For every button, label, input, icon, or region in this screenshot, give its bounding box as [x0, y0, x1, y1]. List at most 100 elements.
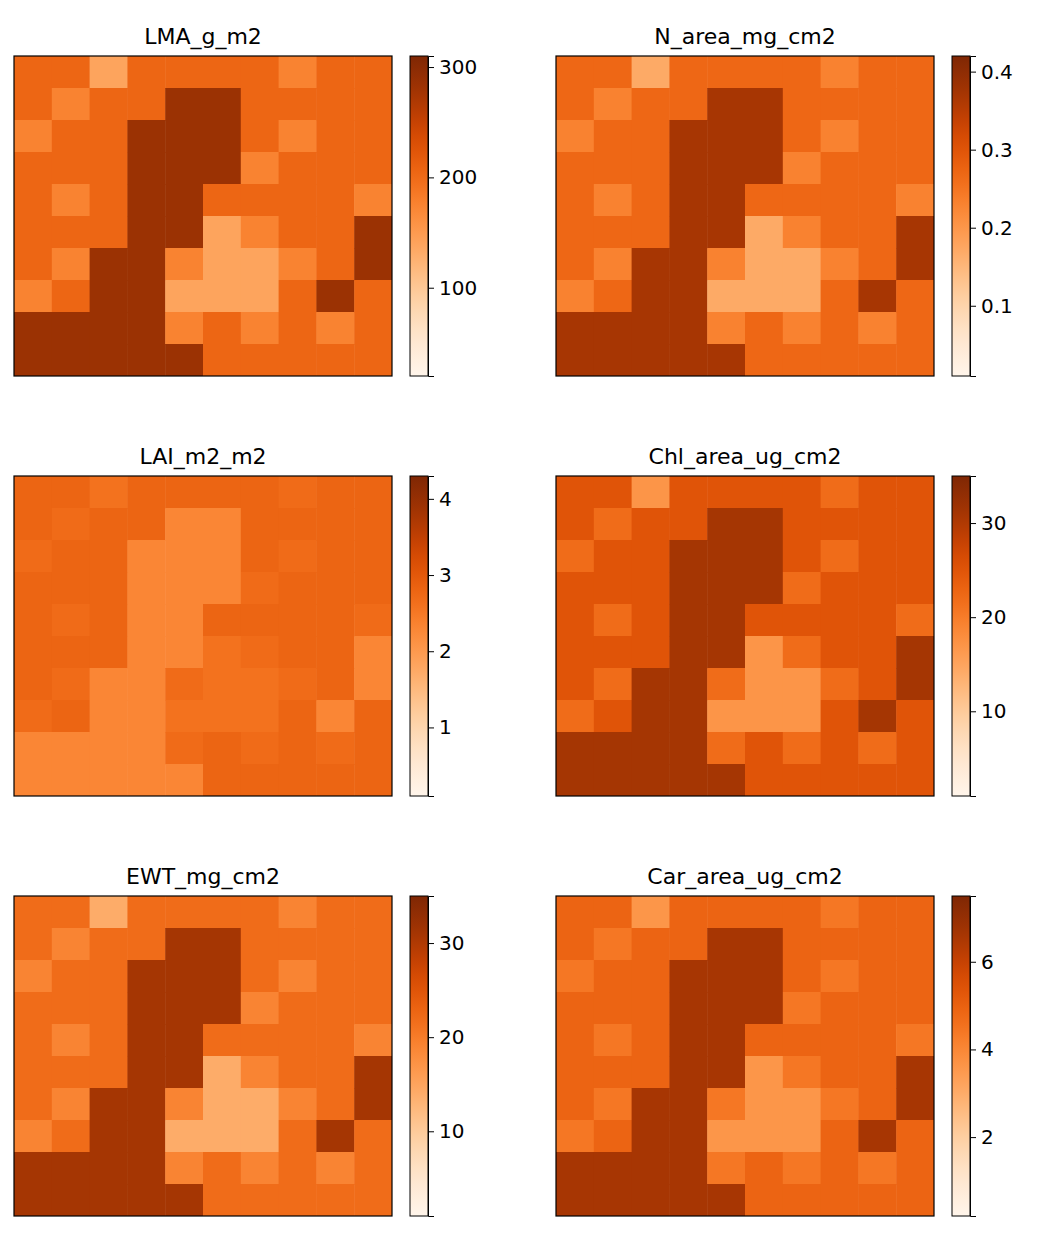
- cell: [669, 992, 707, 1025]
- cell: [203, 764, 241, 796]
- cell: [669, 604, 707, 637]
- cell: [821, 248, 859, 281]
- cell: [858, 1152, 896, 1185]
- cell: [316, 960, 354, 993]
- cell: [632, 764, 670, 796]
- cell: [279, 732, 317, 765]
- cell: [556, 280, 594, 313]
- cell: [896, 1120, 934, 1153]
- cell: [896, 636, 934, 669]
- cell: [669, 928, 707, 961]
- cell: [279, 896, 317, 929]
- cell: [203, 636, 241, 669]
- cell: [858, 476, 896, 509]
- cell: [90, 1184, 128, 1216]
- cell: [14, 732, 52, 765]
- colorbar-tick-mark: [970, 150, 976, 151]
- cell: [127, 668, 165, 701]
- cell: [203, 1056, 241, 1089]
- cell: [594, 184, 632, 217]
- cell: [316, 1120, 354, 1153]
- cell: [556, 1088, 594, 1121]
- cell: [594, 572, 632, 605]
- cell: [14, 152, 52, 185]
- cell: [14, 1120, 52, 1153]
- cell: [127, 344, 165, 376]
- cell: [669, 88, 707, 121]
- cell: [783, 700, 821, 733]
- cell: [707, 700, 745, 733]
- cell: [821, 152, 859, 185]
- cell: [165, 476, 203, 509]
- cell: [127, 1152, 165, 1185]
- colorbar: [952, 896, 970, 1216]
- cell: [669, 476, 707, 509]
- cell: [594, 1152, 632, 1185]
- cell: [669, 152, 707, 185]
- cell: [127, 928, 165, 961]
- cell: [783, 732, 821, 765]
- colorbar-axis: 100200300: [428, 55, 477, 377]
- cell: [165, 636, 203, 669]
- cell: [52, 508, 90, 541]
- cell: [90, 152, 128, 185]
- cell: [556, 540, 594, 573]
- cell: [745, 732, 783, 765]
- cell: [556, 248, 594, 281]
- cell: [241, 1056, 279, 1089]
- cell: [316, 184, 354, 217]
- cell: [594, 216, 632, 249]
- cell: [745, 1152, 783, 1185]
- cell: [90, 992, 128, 1025]
- cell: [165, 120, 203, 153]
- cell: [632, 344, 670, 376]
- cell: [203, 88, 241, 121]
- cell: [896, 312, 934, 345]
- cell: [127, 152, 165, 185]
- cell: [594, 540, 632, 573]
- cell: [127, 732, 165, 765]
- cell: [556, 56, 594, 89]
- cell: [14, 668, 52, 701]
- cell: [745, 764, 783, 796]
- colorbar-tick-label: 20: [981, 605, 1006, 629]
- cell: [896, 764, 934, 796]
- cell: [316, 700, 354, 733]
- cell: [354, 88, 392, 121]
- cell: [165, 604, 203, 637]
- cell: [165, 280, 203, 313]
- cell: [14, 120, 52, 153]
- cell: [896, 1088, 934, 1121]
- cell: [354, 1120, 392, 1153]
- cell: [745, 604, 783, 637]
- colorbar-tick-mark: [428, 67, 434, 68]
- cell: [745, 1184, 783, 1216]
- colorbar-tick: 3: [428, 563, 452, 587]
- cell: [669, 1056, 707, 1089]
- cell: [165, 56, 203, 89]
- cell: [745, 1088, 783, 1121]
- cell: [316, 280, 354, 313]
- cell: [632, 1152, 670, 1185]
- cell: [556, 668, 594, 701]
- cell: [127, 896, 165, 929]
- cell: [354, 248, 392, 281]
- cell: [783, 1184, 821, 1216]
- colorbar-frame: [410, 56, 428, 376]
- cell: [354, 1088, 392, 1121]
- cell: [127, 992, 165, 1025]
- cell: [821, 476, 859, 509]
- colorbar-axis-line: [971, 897, 977, 1217]
- cell: [783, 216, 821, 249]
- cell: [279, 668, 317, 701]
- cell: [707, 992, 745, 1025]
- panel: LMA_g_m2100200300: [14, 24, 477, 377]
- cell: [896, 960, 934, 993]
- cell: [52, 732, 90, 765]
- cell: [14, 1088, 52, 1121]
- cell: [707, 184, 745, 217]
- colorbar: [410, 896, 428, 1216]
- cell: [896, 896, 934, 929]
- cell: [896, 572, 934, 605]
- cell: [165, 928, 203, 961]
